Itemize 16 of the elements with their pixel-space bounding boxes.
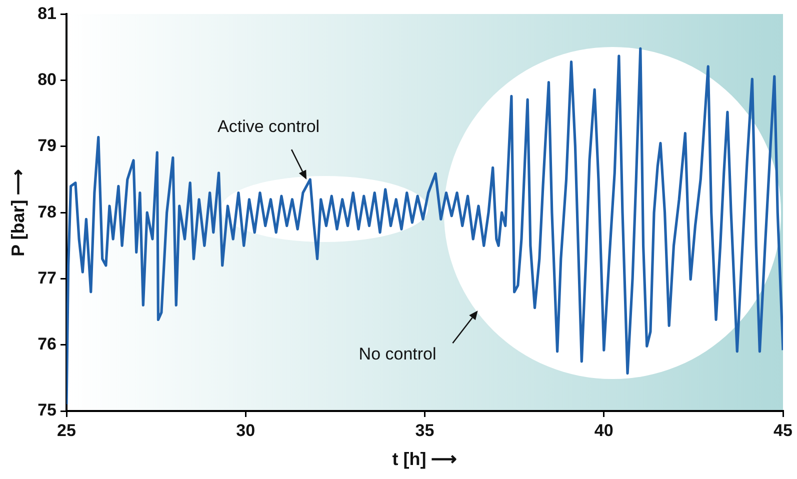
y-tick-label: 79	[38, 136, 57, 156]
x-axis-title: t [h] ⟶	[392, 449, 458, 470]
annotation: Active control	[218, 117, 320, 136]
y-tick-label: 78	[38, 202, 57, 222]
x-tick-label: 30	[236, 420, 256, 440]
y-tick-label: 77	[38, 268, 57, 288]
y-tick-label: 80	[38, 70, 57, 90]
x-tick-label: 35	[415, 420, 434, 440]
y-axis-title: P [bar] ⟶	[8, 168, 28, 256]
x-tick-label: 45	[774, 420, 792, 440]
y-tick-label: 81	[38, 4, 57, 23]
y-tick-label: 75	[38, 400, 57, 420]
x-tick-label: 25	[57, 420, 76, 440]
x-tick-label: 40	[594, 420, 614, 440]
y-tick-label: 76	[38, 334, 57, 354]
annotation: No control	[358, 344, 436, 364]
